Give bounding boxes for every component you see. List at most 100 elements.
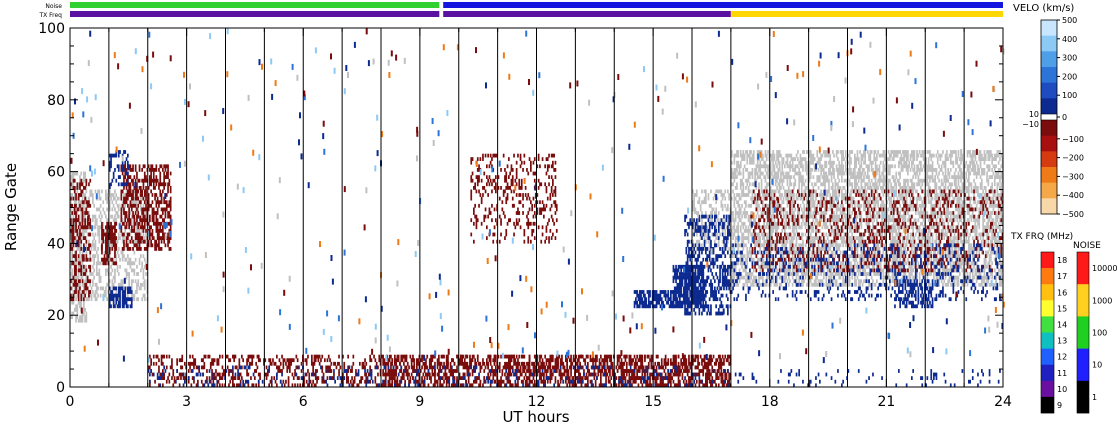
cell-ground-scatter bbox=[873, 200, 876, 205]
cell-ground-scatter bbox=[75, 239, 77, 244]
cell-ground-scatter bbox=[905, 239, 908, 244]
cell-ground-scatter bbox=[115, 239, 118, 244]
cell-ground-scatter bbox=[881, 218, 883, 223]
cell-ground-scatter bbox=[940, 153, 943, 158]
cell-ground-scatter bbox=[70, 315, 72, 319]
cell-ground-scatter bbox=[927, 200, 930, 205]
cell-ground-scatter bbox=[830, 232, 833, 237]
cell-ground-scatter bbox=[952, 164, 955, 169]
cell-ground-scatter bbox=[791, 193, 794, 197]
cell-ground-scatter bbox=[741, 203, 743, 208]
cell-ground-scatter bbox=[969, 214, 971, 219]
cell-ground-scatter bbox=[95, 272, 98, 276]
cell-ground-scatter bbox=[908, 218, 911, 223]
cell-ground-scatter bbox=[124, 243, 127, 248]
cell-ground-scatter bbox=[754, 193, 756, 197]
cell-ground-scatter bbox=[758, 164, 760, 169]
cell-ground-scatter bbox=[904, 182, 907, 187]
cell-ground-scatter bbox=[116, 239, 119, 244]
cell-ground-scatter bbox=[799, 225, 802, 230]
cell-ground-scatter bbox=[848, 229, 851, 233]
cell-ground-scatter bbox=[789, 250, 791, 255]
cell-ground-scatter bbox=[969, 243, 971, 248]
cell-ground-scatter bbox=[905, 200, 908, 205]
cell-ground-scatter bbox=[781, 157, 784, 161]
cell-ground-scatter bbox=[890, 229, 892, 233]
cell-ground-scatter bbox=[844, 218, 847, 223]
cell-ground-scatter bbox=[891, 232, 894, 237]
cell-ground-scatter bbox=[987, 272, 990, 276]
cell-ground-scatter bbox=[859, 193, 861, 197]
cell-ground-scatter bbox=[874, 236, 877, 240]
cell-ground-scatter bbox=[942, 189, 944, 194]
cell-ground-scatter bbox=[764, 282, 767, 287]
cell-ground-scatter bbox=[806, 196, 808, 201]
cell-ground-scatter bbox=[920, 254, 922, 258]
cell-ground-scatter bbox=[933, 247, 935, 251]
cell-ground-scatter bbox=[860, 182, 863, 187]
cell-ground-scatter bbox=[90, 297, 93, 302]
cell-ground-scatter bbox=[865, 164, 868, 169]
cell-ground-scatter bbox=[857, 178, 860, 183]
cell-ground-scatter bbox=[847, 247, 850, 251]
cell-ground-scatter bbox=[819, 203, 821, 208]
cell-ground-scatter bbox=[119, 257, 121, 262]
cell-ground-scatter bbox=[820, 164, 822, 169]
cell-ground-scatter bbox=[948, 175, 951, 179]
cell-ground-scatter bbox=[874, 250, 877, 255]
cell-ground-scatter bbox=[844, 189, 847, 194]
cell-ground-scatter bbox=[830, 282, 833, 287]
cell-ground-scatter bbox=[921, 232, 924, 237]
cell-ground-scatter bbox=[882, 178, 885, 183]
cell-ground-scatter bbox=[883, 150, 886, 154]
cell-ground-scatter bbox=[961, 221, 964, 226]
cell-ground-scatter bbox=[955, 189, 957, 194]
cell-ground-scatter bbox=[774, 214, 777, 219]
cell-ground-scatter bbox=[904, 160, 907, 165]
cell-ground-scatter bbox=[759, 207, 762, 212]
cell-ground-scatter bbox=[874, 175, 877, 179]
cell-ground-scatter bbox=[921, 250, 924, 255]
cell-ground-scatter bbox=[812, 175, 815, 179]
cell-ground-scatter bbox=[774, 221, 777, 226]
cell-ground-scatter bbox=[904, 261, 907, 266]
cell-ground-scatter bbox=[957, 193, 960, 197]
cell-ground-scatter bbox=[737, 250, 740, 255]
cell-ground-scatter bbox=[973, 261, 975, 266]
cell-ground-scatter bbox=[936, 203, 939, 208]
cell-ground-scatter bbox=[771, 225, 773, 230]
cell-ground-scatter bbox=[736, 282, 738, 287]
cell-ground-scatter bbox=[974, 218, 977, 223]
cell-ground-scatter bbox=[771, 214, 773, 219]
cell-ground-scatter bbox=[736, 229, 738, 233]
cell-ground-scatter bbox=[913, 182, 916, 187]
cell-ground-scatter bbox=[971, 268, 974, 273]
cell-ground-scatter bbox=[772, 175, 774, 179]
cell-ground-scatter bbox=[904, 232, 907, 237]
cell-ground-scatter bbox=[904, 272, 907, 276]
cell-ground-scatter bbox=[829, 272, 832, 276]
cell-ground-scatter bbox=[927, 239, 930, 244]
cell-ground-scatter bbox=[874, 254, 877, 258]
cell-ground-scatter bbox=[76, 189, 79, 194]
cell-ground-scatter bbox=[754, 168, 756, 172]
cell-ground-scatter bbox=[947, 168, 949, 172]
cell-ground-scatter bbox=[95, 207, 98, 212]
cell-ground-scatter bbox=[741, 178, 743, 183]
cell-ground-scatter bbox=[837, 243, 839, 248]
cell-ground-scatter bbox=[904, 178, 907, 183]
cell-ground-scatter bbox=[745, 229, 747, 233]
cell-ground-scatter bbox=[817, 279, 820, 284]
cell-ground-scatter bbox=[848, 168, 851, 172]
cell-ground-scatter bbox=[811, 243, 813, 248]
cell-ground-scatter bbox=[747, 193, 750, 197]
cell-ground-scatter bbox=[943, 221, 946, 226]
cell-ground-scatter bbox=[822, 268, 825, 273]
cell-ground-scatter bbox=[912, 186, 914, 190]
cell-ground-scatter bbox=[751, 193, 754, 197]
cell-ground-scatter bbox=[883, 207, 886, 212]
cell-ground-scatter bbox=[83, 175, 85, 179]
cell-ground-scatter bbox=[863, 175, 865, 179]
cell-ground-scatter bbox=[979, 153, 982, 158]
cell-ground-scatter bbox=[896, 232, 899, 237]
